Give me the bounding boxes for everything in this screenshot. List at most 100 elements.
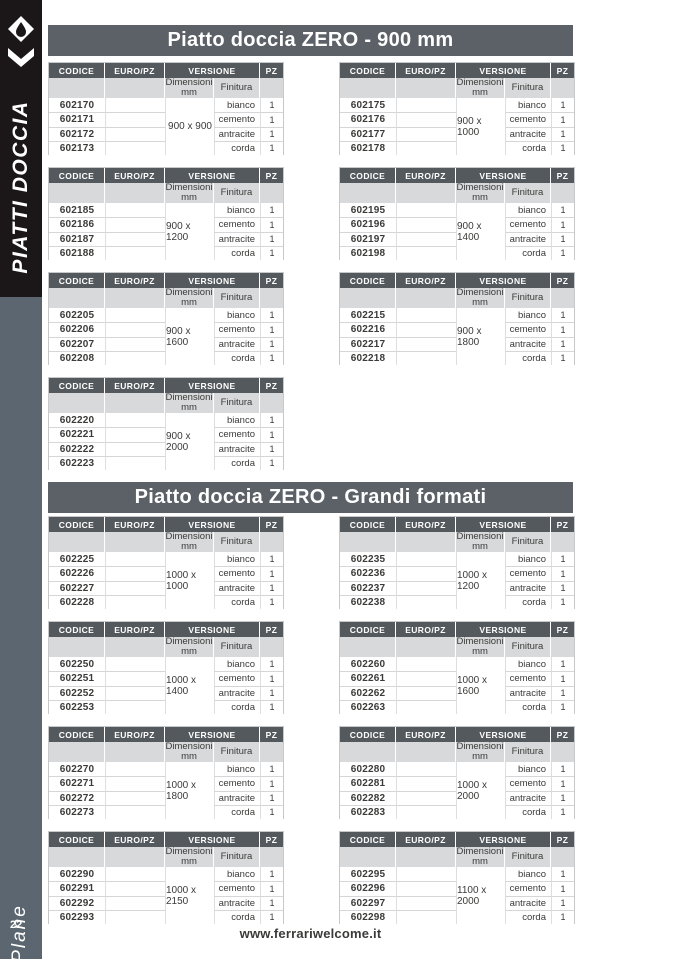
dimension-value: 900 x 1400 [456, 203, 505, 260]
subheader-empty-euro [105, 742, 164, 762]
price-cell-empty [105, 909, 165, 924]
product-code: 602271 [49, 776, 105, 791]
product-code: 602185 [49, 203, 105, 218]
table-body: 602250 1000 x 1400 bianco 1 602251 cemento 1 60… [49, 657, 283, 714]
finish-value: cemento [505, 566, 551, 581]
finish-value: corda [214, 909, 260, 924]
table-body: 602215 900 x 1800 bianco 1 602216 cemento 1 602… [340, 308, 574, 365]
col-subheader-finitura: Finitura [505, 78, 550, 98]
product-code: 602296 [340, 881, 396, 896]
table-subheader-row: Dimensioni mm Finitura [49, 288, 283, 308]
subheader-empty-pz [551, 183, 574, 203]
dimension-value: 900 x 1800 [456, 308, 505, 365]
table-header-row: CODICE EURO/PZ VERSIONE PZ [49, 727, 283, 742]
subheader-empty-codice [340, 637, 395, 657]
pieces-value: 1 [551, 685, 574, 700]
subheader-empty-codice [340, 78, 395, 98]
pieces-value: 1 [260, 881, 283, 896]
col-header-versione: VERSIONE [165, 517, 259, 532]
pieces-value: 1 [551, 140, 574, 155]
price-cell-empty [105, 804, 165, 819]
price-cell-empty [396, 126, 456, 141]
subheader-empty-euro [105, 393, 164, 413]
price-cell-empty [105, 566, 165, 581]
table-subheader-row: Dimensioni mm Finitura [340, 78, 574, 98]
dimension-value: 900 x 1000 [456, 98, 505, 155]
product-code: 602297 [340, 895, 396, 910]
price-cell-empty [396, 594, 456, 609]
product-code: 602295 [340, 867, 396, 882]
price-cell-empty [396, 776, 456, 791]
col-header-pz: PZ [551, 727, 574, 742]
product-table: CODICE EURO/PZ VERSIONE PZ Dimensioni mm Fini… [48, 831, 284, 924]
tables-grid-900mm: CODICE EURO/PZ VERSIONE PZ Dimensioni mm Fini… [48, 62, 575, 470]
product-code: 602187 [49, 231, 105, 246]
subheader-empty-euro [105, 78, 164, 98]
finish-value: antracite [214, 895, 260, 910]
section-title-900mm: Piatto doccia ZERO - 900 mm [48, 25, 573, 56]
finish-value: bianco [214, 308, 260, 323]
subheader-empty-euro [105, 847, 164, 867]
col-header-euro-pz: EURO/PZ [396, 727, 455, 742]
col-header-pz: PZ [551, 832, 574, 847]
subheader-empty-pz [551, 78, 574, 98]
table-header-row: CODICE EURO/PZ VERSIONE PZ [340, 727, 574, 742]
product-code: 602262 [340, 685, 396, 700]
subheader-empty-pz [260, 532, 283, 552]
pieces-value: 1 [260, 776, 283, 791]
pieces-value: 1 [260, 217, 283, 232]
col-header-codice: CODICE [340, 63, 395, 78]
table-body: 602220 900 x 2000 bianco 1 602221 cemento 1 602… [49, 413, 283, 470]
pieces-value: 1 [551, 98, 574, 113]
subheader-empty-euro [396, 288, 455, 308]
dimension-value: 1100 x 2000 [456, 867, 505, 924]
product-code: 602293 [49, 909, 105, 924]
product-code: 602283 [340, 804, 396, 819]
product-code: 602272 [49, 790, 105, 805]
col-header-euro-pz: EURO/PZ [396, 63, 455, 78]
price-cell-empty [105, 126, 165, 141]
col-header-pz: PZ [551, 517, 574, 532]
finish-value: bianco [505, 867, 551, 882]
dimension-value: 900 x 900 [165, 98, 214, 155]
col-header-pz: PZ [260, 378, 283, 393]
pieces-value: 1 [260, 203, 283, 218]
col-header-versione: VERSIONE [456, 63, 550, 78]
subheader-empty-codice [49, 742, 104, 762]
product-code: 602263 [340, 699, 396, 714]
product-code: 602218 [340, 350, 396, 365]
col-subheader-dimensioni: Dimensioni mm [165, 846, 213, 867]
pieces-value: 1 [551, 881, 574, 896]
price-cell-empty [105, 790, 165, 805]
col-header-versione: VERSIONE [165, 273, 259, 288]
price-cell-empty [105, 427, 165, 442]
pieces-value: 1 [551, 217, 574, 232]
product-table: CODICE EURO/PZ VERSIONE PZ Dimensioni mm Fini… [339, 726, 575, 819]
price-cell-empty [396, 140, 456, 155]
finish-value: bianco [505, 657, 551, 672]
col-header-pz: PZ [260, 168, 283, 183]
pieces-value: 1 [551, 776, 574, 791]
col-subheader-dimensioni: Dimensioni mm [165, 531, 213, 552]
finish-value: cemento [214, 776, 260, 791]
table-subheader-row: Dimensioni mm Finitura [340, 288, 574, 308]
finish-value: corda [214, 140, 260, 155]
price-cell-empty [105, 699, 165, 714]
finish-value: bianco [214, 98, 260, 113]
col-header-codice: CODICE [49, 63, 104, 78]
product-code: 602270 [49, 762, 105, 777]
col-subheader-dimensioni: Dimensioni mm [456, 636, 504, 657]
dimension-value: 1000 x 2000 [456, 762, 505, 819]
price-cell-empty [396, 245, 456, 260]
col-subheader-finitura: Finitura [214, 742, 259, 762]
pieces-value: 1 [260, 552, 283, 567]
pieces-value: 1 [260, 657, 283, 672]
price-cell-empty [105, 112, 165, 127]
finish-value: cemento [214, 566, 260, 581]
finish-value: bianco [214, 203, 260, 218]
table-header-row: CODICE EURO/PZ VERSIONE PZ [49, 168, 283, 183]
col-subheader-dimensioni: Dimensioni mm [165, 636, 213, 657]
subheader-empty-codice [49, 288, 104, 308]
pieces-value: 1 [551, 657, 574, 672]
table-header-row: CODICE EURO/PZ VERSIONE PZ [49, 622, 283, 637]
